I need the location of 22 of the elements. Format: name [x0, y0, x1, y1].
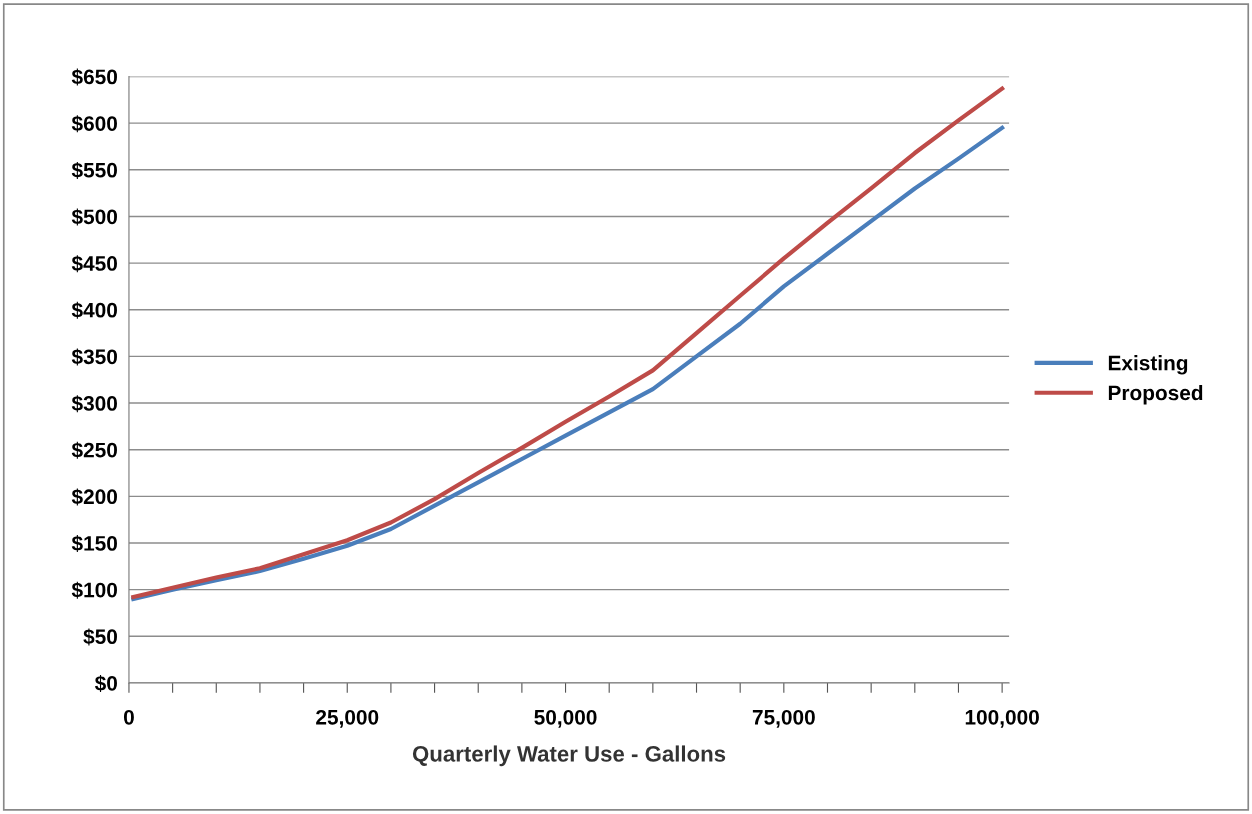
x-tick-label: 0 [123, 709, 134, 725]
y-tick-label: $550 [71, 161, 117, 179]
x-axis-title: Quarterly Water Use - Gallons [412, 745, 726, 767]
x-tick-label: 25,000 [316, 709, 379, 728]
y-tick-label: $0 [94, 675, 117, 693]
y-tick-label: $100 [71, 581, 117, 599]
y-tick-label: $250 [71, 441, 117, 459]
y-tick-label: $300 [71, 395, 117, 413]
x-tick-label: 100,000 [965, 709, 1039, 728]
legend-label: Proposed [1108, 384, 1203, 405]
x-tick-label: 75,000 [752, 709, 815, 728]
y-tick-label: $350 [71, 348, 117, 366]
y-tick-label: $450 [71, 255, 117, 273]
y-tick-label: $500 [71, 208, 117, 226]
y-tick-label: $150 [71, 535, 117, 553]
y-tick-label: $400 [71, 301, 117, 319]
legend-label: Existing [1108, 355, 1188, 375]
y-tick-label: $200 [71, 488, 117, 506]
y-tick-label: $600 [71, 115, 117, 133]
y-tick-label: $50 [83, 628, 117, 646]
y-tick-label: $650 [71, 68, 117, 86]
x-tick-label: 50,000 [534, 709, 597, 728]
